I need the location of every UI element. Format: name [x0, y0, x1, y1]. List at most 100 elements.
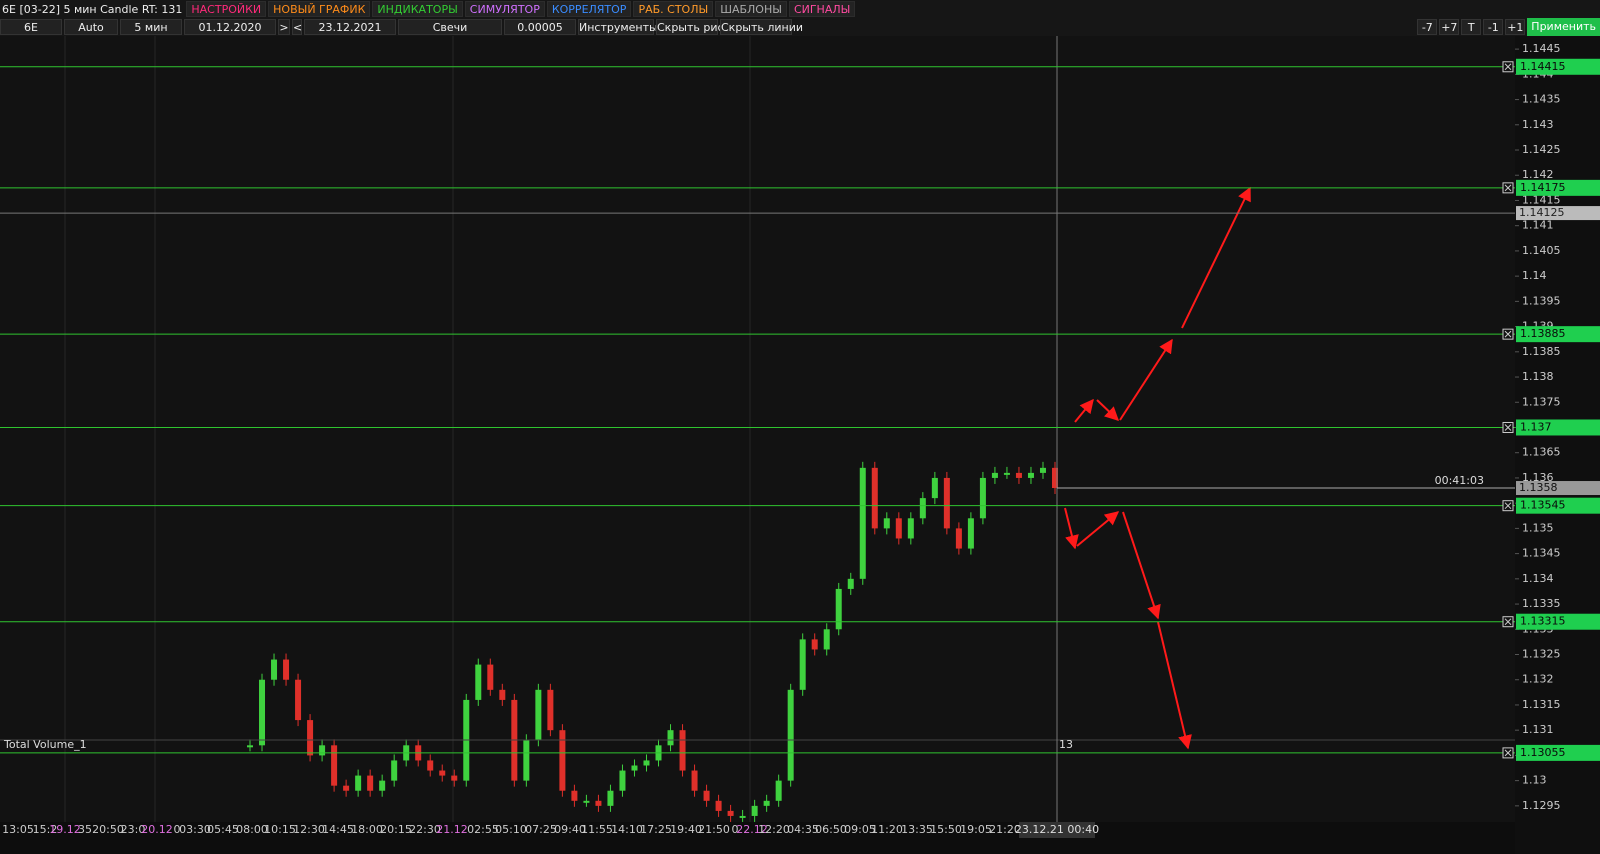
toolbar-control[interactable]: 01.12.2020	[184, 19, 276, 35]
time-label: 17:25	[640, 823, 672, 836]
candle	[859, 467, 866, 579]
candle	[943, 477, 950, 529]
menu-button[interactable]: НАСТРОЙКИ	[186, 1, 267, 17]
candle	[607, 790, 614, 806]
crosshair-time-tag	[1019, 822, 1095, 838]
toolbar-control[interactable]: Скрыть рис.	[656, 19, 728, 35]
candle	[475, 664, 482, 700]
level-close-x	[1504, 63, 1512, 71]
candle	[955, 528, 962, 549]
time-label: 35	[78, 823, 92, 836]
apply-button[interactable]: Применить	[1527, 18, 1600, 36]
level-label: 1.13315	[1520, 615, 1566, 628]
toolbar-control[interactable]: 5 мин	[120, 19, 182, 35]
step-button[interactable]: -7	[1417, 19, 1438, 35]
time-label: 19:05	[960, 823, 992, 836]
level-label: 1.137	[1520, 420, 1552, 433]
menu-button[interactable]: СИМУЛЯТОР	[464, 1, 545, 17]
menu-button[interactable]: ШАБЛОНЫ	[715, 1, 787, 17]
time-label: 11:20	[871, 823, 903, 836]
y-tick-label: 1.1295	[1522, 799, 1561, 812]
step-button[interactable]: -1	[1483, 19, 1504, 35]
candle	[691, 770, 698, 791]
candle	[547, 689, 554, 731]
y-tick-label: 1.1435	[1522, 93, 1561, 106]
candle	[499, 689, 506, 700]
time-label: 0	[732, 823, 739, 836]
level-tag	[1516, 58, 1600, 75]
candle	[427, 760, 434, 771]
time-label: 23:0	[121, 823, 146, 836]
candle	[763, 800, 770, 806]
time-label: 13:35	[901, 823, 933, 836]
candle	[295, 679, 302, 721]
candle	[751, 805, 758, 816]
candle	[391, 760, 398, 781]
toolbar-control[interactable]: 0.00005	[504, 19, 576, 35]
candle	[367, 775, 374, 791]
candle	[559, 730, 566, 791]
level-close-x	[1504, 330, 1512, 338]
toolbar-control[interactable]: Свечи	[398, 19, 502, 35]
candle	[703, 790, 710, 801]
time-label: 10:15	[264, 823, 296, 836]
y-tick-label: 1.1315	[1522, 698, 1561, 711]
y-tick-label: 1.1335	[1522, 597, 1561, 610]
time-label: 20:50	[92, 823, 124, 836]
toolbar-control[interactable]: 23.12.2021	[304, 19, 396, 35]
menu-bar: 6E [03-22] 5 мин Candle RT: 131 НАСТРОЙК…	[0, 0, 1600, 18]
candle	[283, 659, 290, 680]
candle	[715, 800, 722, 811]
right-buttons: -7 +7 T -1 +1 Применить	[1417, 18, 1600, 36]
time-label: 09:05	[844, 823, 876, 836]
time-label: 21:20	[989, 823, 1021, 836]
candle	[619, 770, 626, 791]
time-label: 13:05	[2, 823, 34, 836]
menu-button[interactable]: НОВЫЙ ГРАФИК	[268, 1, 371, 17]
time-label: 02:55	[467, 823, 499, 836]
level-tag	[1516, 744, 1600, 761]
step-button[interactable]: +7	[1439, 19, 1460, 35]
candle	[487, 664, 494, 690]
toolbar-control[interactable]: 6E	[0, 19, 62, 35]
candle	[1039, 467, 1046, 473]
candle	[823, 629, 830, 650]
level-tag	[1516, 326, 1600, 343]
toolbar-control[interactable]: >	[278, 19, 290, 35]
candle	[439, 770, 446, 776]
time-label: 08:00	[236, 823, 268, 836]
menu-button[interactable]: ИНДИКАТОРЫ	[372, 1, 463, 17]
level-label: 1.14415	[1520, 60, 1566, 73]
menu-button[interactable]: РАБ. СТОЛЫ	[633, 1, 714, 17]
level-label: 1.14175	[1520, 181, 1566, 194]
level-label: 1.13545	[1520, 499, 1566, 512]
y-tick-label: 1.136	[1522, 471, 1554, 484]
time-label: 09:40	[554, 823, 586, 836]
candle	[523, 740, 530, 781]
step-button[interactable]: +1	[1505, 19, 1526, 35]
candle	[583, 800, 590, 803]
y-tick-label: 1.14	[1522, 269, 1547, 282]
candle	[379, 780, 386, 791]
y-tick-label: 1.134	[1522, 572, 1554, 585]
toolbar-control[interactable]: Инструменты	[578, 19, 658, 35]
y-tick-label: 1.1405	[1522, 244, 1561, 257]
menu-button[interactable]: КОРРЕЛЯТОР	[546, 1, 632, 17]
y-tick-label: 1.143	[1522, 118, 1554, 131]
last-price-tag	[1516, 481, 1600, 496]
toolbar-control[interactable]: Скрыть линии	[720, 19, 804, 35]
candle	[847, 578, 854, 589]
timer: 00:41:03	[1435, 474, 1484, 487]
crosshair-time: 23.12.21 00:40	[1015, 823, 1099, 836]
time-label: 20.12	[141, 823, 173, 836]
menu-button[interactable]: СИГНАЛЫ	[788, 1, 856, 17]
candle	[775, 780, 782, 801]
time-label: 04:35	[787, 823, 819, 836]
candle	[787, 689, 794, 781]
time-axis	[0, 822, 1515, 854]
toolbar-control[interactable]: Auto	[64, 19, 118, 35]
toolbar-control[interactable]: <	[292, 19, 303, 35]
candle	[979, 477, 986, 519]
step-button[interactable]: T	[1461, 19, 1482, 35]
candle	[1015, 472, 1022, 478]
